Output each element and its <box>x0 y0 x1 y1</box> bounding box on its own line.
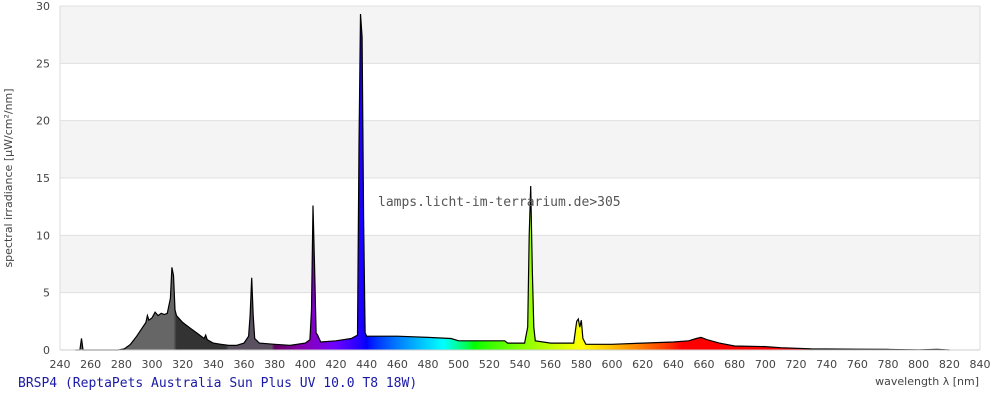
chart-title: BRSP4 (ReptaPets Australia Sun Plus UV 1… <box>18 376 418 391</box>
grid-band <box>60 120 980 178</box>
x-tick-label: 620 <box>632 358 653 371</box>
grid-bands <box>60 6 980 350</box>
grid-band <box>60 292 980 350</box>
x-tick-label: 740 <box>816 358 837 371</box>
x-tick-label: 380 <box>264 358 285 371</box>
x-tick-label: 800 <box>908 358 929 371</box>
y-tick-label: 25 <box>36 57 50 70</box>
x-tick-label: 400 <box>295 358 316 371</box>
spectrum-line <box>75 13 950 351</box>
x-tick-label: 780 <box>878 358 899 371</box>
grid-band <box>60 235 980 293</box>
x-axis-label: wavelength λ [nm] <box>875 375 979 388</box>
grid-band <box>60 6 980 64</box>
x-tick-label: 260 <box>80 358 101 371</box>
x-tick-label: 700 <box>755 358 776 371</box>
x-tick-label: 840 <box>970 358 991 371</box>
y-axis-label: spectral irradiance [µW/cm²/nm] <box>2 88 15 267</box>
grid-band <box>60 63 980 121</box>
x-tick-label: 560 <box>540 358 561 371</box>
x-tick-label: 280 <box>111 358 132 371</box>
y-tick-label: 10 <box>36 229 50 242</box>
gridlines <box>60 5 980 294</box>
x-tick-label: 600 <box>602 358 623 371</box>
x-tick-label: 320 <box>172 358 193 371</box>
x-tick-label: 340 <box>203 358 224 371</box>
x-tick-label: 760 <box>847 358 868 371</box>
x-tick-label: 520 <box>479 358 500 371</box>
x-tick-label: 240 <box>50 358 71 371</box>
x-tick-label: 680 <box>724 358 745 371</box>
x-tick-label: 360 <box>234 358 255 371</box>
y-tick-label: 0 <box>43 344 50 357</box>
y-tick-labels: 0 5 10 15 20 25 30 <box>36 0 50 357</box>
y-tick-label: 15 <box>36 172 50 185</box>
x-tick-label: 300 <box>142 358 163 371</box>
x-tick-label: 540 <box>510 358 531 371</box>
x-tick-label: 820 <box>939 358 960 371</box>
watermark: lamps.licht-im-terrarium.de>305 <box>378 195 621 210</box>
x-tick-label: 500 <box>448 358 469 371</box>
spectrum-area <box>75 14 950 350</box>
x-tick-labels: 240 260 280 300 320 340 360 380 400 420 440 460 480 5… <box>50 358 991 371</box>
x-tick-label: 480 <box>418 358 439 371</box>
x-tick-label: 640 <box>663 358 684 371</box>
x-tick-label: 420 <box>326 358 347 371</box>
x-tick-label: 580 <box>571 358 592 371</box>
x-tick-label: 660 <box>694 358 715 371</box>
y-tick-label: 5 <box>43 287 50 300</box>
y-tick-label: 30 <box>36 0 50 13</box>
x-tick-label: 440 <box>356 358 377 371</box>
x-tick-label: 720 <box>786 358 807 371</box>
x-tick-label: 460 <box>387 358 408 371</box>
y-tick-label: 20 <box>36 115 50 128</box>
grid-band <box>60 178 980 236</box>
